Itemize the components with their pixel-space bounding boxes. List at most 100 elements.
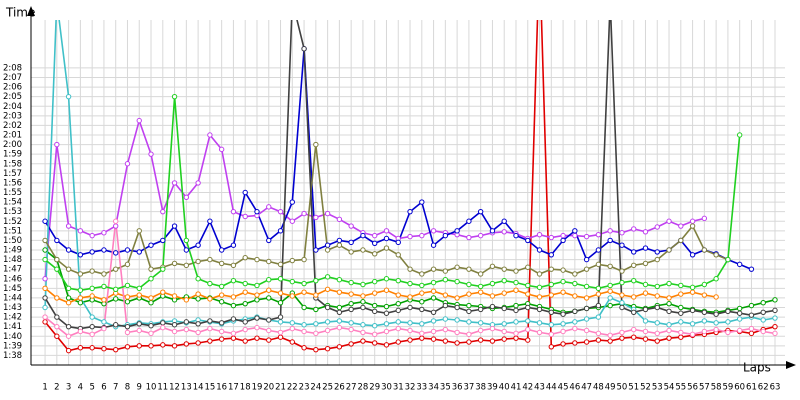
lap-point — [501, 336, 507, 342]
lap-point — [124, 344, 131, 350]
x-tick-label: 50 — [617, 383, 628, 393]
lap-point — [689, 223, 696, 229]
lap-point — [101, 319, 107, 325]
lap-point — [607, 295, 613, 301]
lap-point — [619, 300, 625, 306]
lap-point — [101, 271, 107, 277]
x-tick-label: 3 — [66, 383, 71, 393]
lap-point — [454, 278, 460, 285]
lap-point — [642, 318, 649, 324]
lap-point — [525, 326, 531, 333]
lap-point — [383, 228, 390, 234]
lap-point — [136, 249, 142, 255]
y-tick-label: 1:50 — [3, 236, 22, 246]
y-tick-label: 1:55 — [3, 188, 22, 198]
lap-point — [760, 300, 766, 306]
lap-point — [218, 260, 225, 267]
lap-point — [713, 276, 719, 282]
lap-point — [572, 293, 578, 299]
lap-point — [760, 309, 766, 315]
lap-point — [207, 280, 213, 287]
lap-point — [336, 277, 343, 283]
lap-point — [689, 284, 696, 291]
lap-point — [383, 342, 390, 348]
lap-point — [372, 232, 378, 239]
lap-point — [430, 318, 437, 324]
lap-point — [489, 325, 496, 332]
lap-point — [372, 240, 378, 246]
y-tick-label: 1:42 — [3, 313, 22, 323]
lap-point — [218, 146, 225, 153]
y-tick-label: 2:01 — [3, 131, 22, 141]
lap-point — [348, 306, 354, 313]
lap-point — [372, 251, 378, 257]
lap-point — [430, 328, 437, 335]
lap-point — [277, 208, 284, 215]
lap-point — [324, 286, 331, 292]
lap-point — [772, 307, 778, 314]
lap-point — [183, 326, 190, 333]
lap-point — [619, 335, 625, 341]
lap-point — [583, 327, 590, 334]
lap-point — [242, 213, 248, 220]
lap-point — [395, 319, 401, 325]
lap-point — [548, 252, 555, 258]
lap-point — [324, 247, 331, 253]
x-tick-label: 49 — [605, 383, 616, 393]
lap-point — [678, 282, 684, 289]
lap-point — [301, 322, 307, 328]
lap-point — [395, 339, 401, 345]
lap-point — [395, 292, 401, 298]
lap-point — [536, 271, 543, 277]
lap-point — [207, 132, 213, 138]
lap-point — [454, 304, 460, 311]
lap-point — [489, 338, 496, 344]
lap-point — [713, 320, 719, 326]
lap-point — [513, 335, 519, 341]
lap-point — [701, 281, 708, 288]
lap-point — [772, 330, 778, 337]
y-tick-label: 2:07 — [3, 73, 22, 83]
lap-point — [348, 223, 354, 229]
x-tick-label: 24 — [310, 383, 321, 393]
lap-point — [89, 249, 95, 255]
lap-point — [678, 329, 684, 336]
lap-point — [207, 296, 213, 302]
lap-point — [513, 319, 519, 325]
lap-point — [218, 299, 225, 305]
lap-point — [560, 289, 566, 295]
tick-labels: 1:381:391:401:411:421:431:441:451:461:47… — [3, 63, 780, 392]
lap-point — [183, 237, 190, 244]
lap-point — [689, 218, 696, 224]
lap-point — [595, 302, 602, 309]
lap-point — [666, 322, 672, 328]
lap-point — [513, 279, 519, 286]
lap-point — [642, 245, 649, 251]
lap-point — [242, 300, 248, 307]
lap-point — [207, 318, 213, 324]
lap-point — [383, 303, 390, 310]
lap-point — [65, 247, 72, 253]
lap-point — [77, 287, 84, 293]
lap-point — [501, 328, 507, 335]
lap-point — [42, 256, 48, 263]
lap-point — [642, 336, 649, 342]
lap-point — [148, 151, 154, 157]
lap-point — [195, 258, 201, 265]
lap-point — [701, 215, 708, 222]
lap-point — [301, 345, 307, 351]
lap-point — [607, 237, 613, 244]
lap-point — [171, 343, 178, 349]
lap-point — [701, 309, 708, 315]
lap-point — [736, 261, 743, 268]
x-tick-label: 33 — [416, 383, 427, 393]
lap-point — [230, 208, 237, 215]
lap-point — [513, 330, 519, 337]
lap-point — [54, 266, 60, 272]
lap-point — [289, 320, 295, 326]
lap-point — [477, 337, 484, 343]
lap-point — [77, 228, 84, 234]
lap-point — [654, 249, 660, 255]
lap-point — [360, 299, 366, 305]
lap-point — [595, 231, 602, 238]
